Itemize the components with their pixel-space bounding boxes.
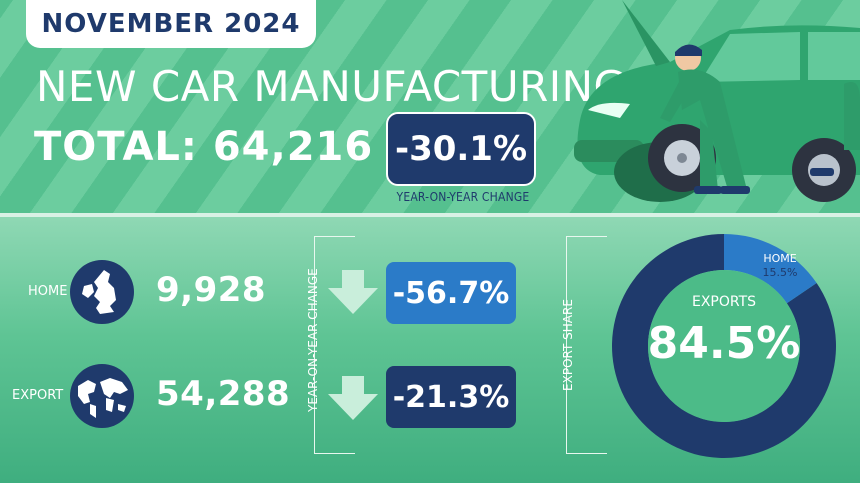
donut-svg [612,234,836,458]
yoy-bracket [314,236,355,454]
uk-map-icon [70,260,134,324]
page-title: NEW CAR MANUFACTURING [36,62,627,111]
down-arrow-icon [328,270,378,314]
share-side-label: EXPORT SHARE [561,299,575,391]
donut-center-label: EXPORTS [691,294,757,310]
home-value: 9,928 [156,270,267,310]
donut-slice-home [724,234,817,304]
top-banner: NOVEMBER 2024 NEW CAR MANUFACTURING TOTA… [0,0,860,213]
home-change-badge: -56.7% [386,262,516,324]
donut-home-label: HOME 15.5% [754,252,806,280]
section-divider [0,213,860,217]
donut-hole [648,270,800,422]
slice-value-home: 15.5% [762,266,798,279]
world-map-icon [70,364,134,428]
share-bracket [566,236,607,454]
export-value: 54,288 [156,374,291,414]
down-arrow-icon [328,376,378,420]
total-change-caption: YEAR-ON-YEAR CHANGE [396,190,530,204]
slice-label-home: HOME [763,252,797,265]
export-label: EXPORT [12,388,64,403]
yoy-side-label: YEAR-ON-YEAR CHANGE [306,268,320,412]
car-mechanic-illustration [574,0,860,202]
donut-center-value: 84.5% [647,318,801,369]
total-change-badge: -30.1% [386,112,536,186]
export-change-badge: -21.3% [386,366,516,428]
month-tag: NOVEMBER 2024 [26,0,316,48]
donut-slice-exports [612,234,836,458]
export-share-chart: EXPORTS 84.5% HOME 15.5% [610,232,838,460]
home-label: HOME [28,284,68,299]
total-value: TOTAL: 64,216 [34,124,374,170]
